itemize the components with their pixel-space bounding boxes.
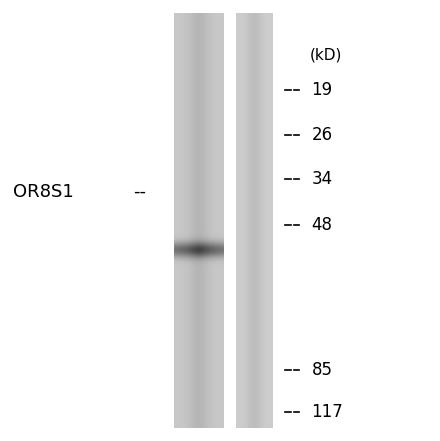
- Text: 85: 85: [312, 362, 332, 379]
- Text: 117: 117: [312, 404, 343, 421]
- Text: 26: 26: [312, 126, 333, 143]
- Text: (kD): (kD): [310, 48, 343, 63]
- Text: 19: 19: [312, 82, 333, 99]
- Text: OR8S1: OR8S1: [13, 183, 73, 201]
- Text: --: --: [133, 183, 147, 201]
- Text: 34: 34: [312, 170, 333, 187]
- Text: 48: 48: [312, 216, 332, 234]
